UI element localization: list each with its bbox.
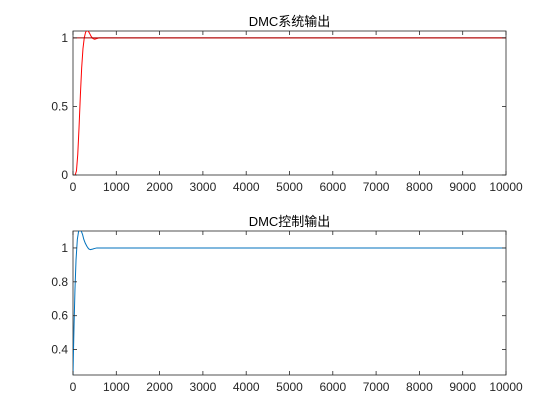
system-output-axes: DMC系统输出 0 1000 2000 3000 4000 5000 6000 7000 800…	[51, 14, 523, 194]
control-output-xtick-label: 2000	[146, 380, 173, 394]
control-output-ytick-label: 1	[61, 241, 68, 255]
control-output-xtick-label: 9000	[449, 380, 476, 394]
control-output-xtick-label: 3000	[190, 380, 217, 394]
system-output-xtick-label: 3000	[190, 180, 217, 194]
control-output-series-layer	[73, 231, 506, 375]
control-output-ytick-label: 0.4	[51, 343, 68, 357]
system-output-xtick-label: 2000	[146, 180, 173, 194]
system-output-ytick-label: 0.5	[51, 99, 68, 113]
control-output-ytick-label: 0.8	[51, 275, 68, 289]
control-output-xtick-label: 1000	[103, 380, 130, 394]
system-output-tick-layer: 0 1000 2000 3000 4000 5000 6000 7000 8000 9000 100…	[51, 31, 523, 194]
system-output-xtick-label: 0	[70, 180, 77, 194]
system-output-xtick-label: 7000	[363, 180, 390, 194]
system-output-series-layer	[73, 31, 506, 175]
system-output-xtick-label: 1000	[103, 180, 130, 194]
control-output-xtick-label: 4000	[233, 380, 260, 394]
system-output-xtick-label: 6000	[319, 180, 346, 194]
control-output-axes: DMC控制输出 0 1000 2000 3000 4000 5000 6000 7000 800…	[51, 214, 523, 394]
control-output-tick-layer: 0 1000 2000 3000 4000 5000 6000 7000 8000 9000 100…	[51, 231, 523, 394]
system-output-xtick-label: 10000	[489, 180, 523, 194]
control-output-xtick-label: 6000	[319, 380, 346, 394]
system-output-xtick-label: 9000	[449, 180, 476, 194]
control-output-xtick-label: 5000	[276, 380, 303, 394]
system-output-ytick-label: 0	[61, 168, 68, 182]
control-output-xtick-label: 10000	[489, 380, 523, 394]
system-output-ytick-label: 1	[61, 31, 68, 45]
system-output-xtick-label: 5000	[276, 180, 303, 194]
system-output-plot-area	[72, 30, 507, 176]
system-output-title: DMC系统输出	[249, 14, 331, 29]
system-output-xtick-label: 4000	[233, 180, 260, 194]
control-output-xtick-label: 7000	[363, 380, 390, 394]
control-output-series-line-0	[73, 231, 506, 375]
control-output-xtick-label: 0	[70, 380, 77, 394]
control-output-plot-area	[72, 230, 507, 376]
system-output-xtick-label: 8000	[406, 180, 433, 194]
control-output-ytick-label: 0.6	[51, 309, 68, 323]
control-output-title: DMC控制输出	[249, 214, 331, 229]
control-output-xtick-label: 8000	[406, 380, 433, 394]
